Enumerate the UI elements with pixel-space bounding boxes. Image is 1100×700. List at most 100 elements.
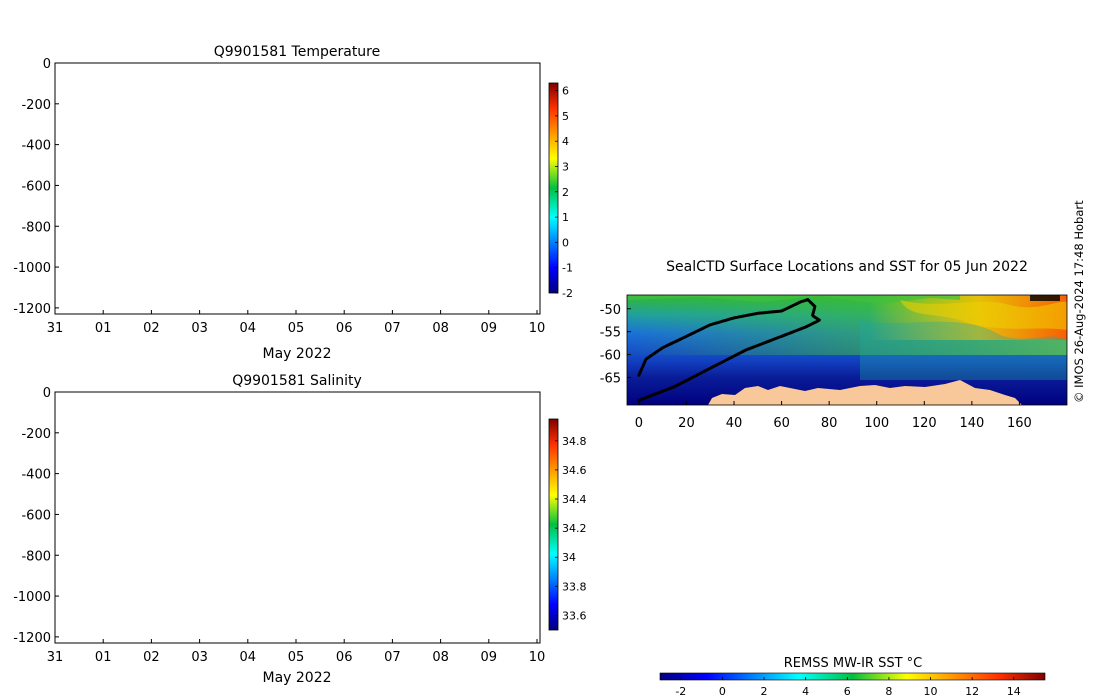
map-x-tick-label: 80 — [821, 416, 838, 431]
colorbar-tick-label: -1 — [562, 262, 573, 275]
sst-colorbar-tick-label: 4 — [802, 685, 809, 698]
seal-track — [637, 298, 822, 402]
temperature-colorbar-ticks: -2 -1 0 1 2 3 4 5 6 — [555, 85, 573, 300]
colorbar-tick-label: 33.8 — [562, 580, 587, 593]
temperature-plot-area — [54, 62, 541, 315]
colorbar-tick-label: 33.6 — [562, 609, 587, 622]
y-tick-label: -800 — [21, 549, 51, 564]
map-x-tick-label: 40 — [726, 416, 743, 431]
temperature-colorbar — [548, 82, 559, 294]
colorbar-tick-label: 34.6 — [562, 464, 587, 477]
colorbar-tick-label: 34 — [562, 551, 576, 564]
salinity-plot-area — [54, 391, 541, 644]
x-tick-label: 02 — [143, 650, 160, 665]
sst-map-panel: SealCTD Surface Locations and SST for 05… — [600, 259, 1068, 431]
y-tick-label: -1200 — [13, 302, 51, 317]
temperature-x-label: May 2022 — [262, 346, 331, 362]
map-x-tick-label: 0 — [635, 416, 643, 431]
y-tick-label: -1000 — [13, 261, 51, 276]
colorbar-tick-label: 1 — [562, 211, 569, 224]
sst-field — [627, 295, 1067, 405]
y-tick-label: -600 — [21, 179, 51, 194]
colorbar-tick-label: 4 — [562, 135, 569, 148]
colorbar-tick-label: 3 — [562, 160, 569, 173]
x-tick-label: 31 — [47, 321, 64, 336]
y-tick-label: -200 — [21, 98, 51, 113]
x-tick-label: 06 — [336, 321, 353, 336]
colorbar-tick-label: 34.4 — [562, 493, 587, 506]
colorbar-tick-label: 6 — [562, 85, 569, 98]
temperature-title: Q9901581 Temperature — [214, 44, 381, 60]
map-x-tick-label: 120 — [912, 416, 937, 431]
map-y-tick-label: -60 — [600, 349, 621, 364]
x-tick-label: 05 — [288, 650, 305, 665]
x-tick-label: 03 — [191, 321, 208, 336]
salinity-x-label: May 2022 — [262, 670, 331, 686]
sst-colorbar-label: REMSS MW-IR SST °C — [784, 656, 923, 671]
x-tick-label: 31 — [47, 650, 64, 665]
map-y-tick-label: -55 — [600, 326, 621, 341]
y-tick-label: -200 — [21, 427, 51, 442]
colorbar-tick-label: 0 — [562, 236, 569, 249]
colorbar-tick-label: 34.8 — [562, 435, 587, 448]
x-tick-label: 03 — [191, 650, 208, 665]
temperature-y-axis: 0 -200 -400 -600 -800 -1000 -1200 — [13, 57, 59, 317]
map-y-axis: -50 -55 -60 -65 — [600, 303, 631, 387]
y-tick-label: -1000 — [13, 590, 51, 605]
land-antarctica — [708, 380, 1022, 405]
salinity-title: Q9901581 Salinity — [232, 373, 362, 389]
map-y-tick-label: -65 — [600, 372, 621, 387]
x-tick-label: 02 — [143, 321, 160, 336]
x-tick-label: 04 — [240, 650, 257, 665]
y-tick-label: -600 — [21, 508, 51, 523]
y-tick-label: -400 — [21, 468, 51, 483]
colorbar-tick-label: 2 — [562, 186, 569, 199]
x-tick-label: 01 — [95, 321, 112, 336]
sst-colorbar-tick-label: 12 — [965, 685, 979, 698]
temperature-x-axis: 31 01 02 03 04 05 06 07 08 09 10 — [47, 310, 546, 336]
map-x-tick-label: 100 — [864, 416, 889, 431]
salinity-panel: Q9901581 Salinity 0 -200 -400 -600 -800 -1000… — [13, 373, 586, 686]
sst-colorbar-tick-label: 10 — [924, 685, 938, 698]
sst-colorbar-tick-label: 2 — [761, 685, 768, 698]
x-tick-label: 07 — [384, 321, 401, 336]
salinity-x-axis: 31 01 02 03 04 05 06 07 08 09 10 — [47, 639, 546, 665]
y-tick-label: 0 — [43, 57, 51, 72]
sst-colorbar-tick-label: -2 — [675, 685, 686, 698]
colorbar-tick-label: 5 — [562, 110, 569, 123]
x-tick-label: 07 — [384, 650, 401, 665]
x-tick-label: 08 — [432, 321, 449, 336]
map-x-tick-label: 140 — [959, 416, 984, 431]
x-tick-label: 09 — [481, 321, 498, 336]
colorbar-tick-label: -2 — [562, 287, 573, 300]
map-title: SealCTD Surface Locations and SST for 05… — [666, 259, 1028, 275]
map-x-axis: 0 20 40 60 80 100 120 140 160 — [635, 401, 1032, 431]
salinity-colorbar-ticks: 33.6 33.8 34 34.2 34.4 34.6 34.8 — [555, 435, 587, 622]
x-tick-label: 06 — [336, 650, 353, 665]
map-y-tick-label: -50 — [600, 303, 621, 318]
sst-colorbar-tick-label: 6 — [844, 685, 851, 698]
sst-colorbar-tick-label: 8 — [885, 685, 892, 698]
y-tick-label: -800 — [21, 220, 51, 235]
credit-text: © IMOS 26-Aug-2024 17:48 Hobart — [1072, 200, 1086, 403]
temperature-panel: Q9901581 Temperature 0 -200 -400 -600 -800 -1… — [13, 44, 573, 362]
sst-colorbar-ticks: -2 0 2 4 6 8 10 12 14 — [675, 677, 1021, 698]
x-tick-label: 01 — [95, 650, 112, 665]
x-tick-label: 10 — [529, 321, 546, 336]
x-tick-label: 10 — [529, 650, 546, 665]
y-tick-label: -400 — [21, 139, 51, 154]
map-frame — [626, 294, 1068, 406]
colorbar-tick-label: 34.2 — [562, 522, 587, 535]
sst-colorbar-tick-label: 0 — [719, 685, 726, 698]
map-x-tick-label: 20 — [678, 416, 695, 431]
salinity-colorbar — [548, 418, 559, 631]
y-tick-label: 0 — [43, 386, 51, 401]
sst-colorbar-tick-label: 14 — [1007, 685, 1021, 698]
y-tick-label: -1200 — [13, 631, 51, 646]
salinity-y-axis: 0 -200 -400 -600 -800 -1000 -1200 — [13, 386, 59, 646]
sst-colorbar — [659, 672, 1046, 681]
map-x-tick-label: 160 — [1007, 416, 1032, 431]
x-tick-label: 04 — [240, 321, 257, 336]
map-x-tick-label: 60 — [773, 416, 790, 431]
